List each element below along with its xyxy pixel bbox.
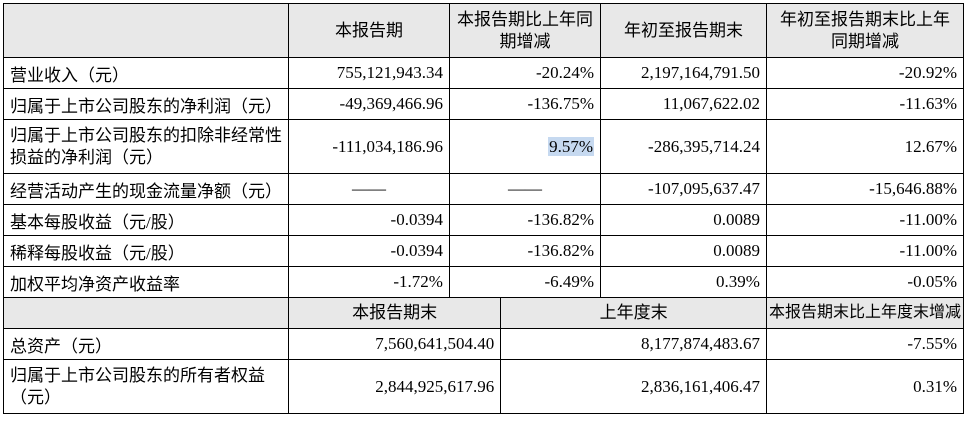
table-row: 总资产（元） 7,560,641,504.40 8,177,874,483.67… — [3, 328, 964, 360]
table-row: 经营活动产生的现金流量净额（元） —— —— -107,095,637.47 -… — [3, 173, 964, 205]
row-label: 基本每股收益（元/股） — [3, 204, 289, 236]
cell-current-yoy: -136.82% — [448, 204, 602, 236]
header-ytd-yoy: 年初至报告期末比上年同期增减 — [765, 3, 964, 58]
table-row: 营业收入（元） 755,121,943.34 -20.24% 2,197,164… — [3, 57, 964, 89]
cell-current: 755,121,943.34 — [288, 57, 450, 89]
table-row: 归属于上市公司股东的净利润（元） -49,369,466.96 -136.75%… — [3, 88, 964, 120]
row-label: 归属于上市公司股东的扣除非经常性损益的净利润（元） — [3, 119, 289, 174]
row-label: 总资产（元） — [3, 328, 289, 360]
table-row: 稀释每股收益（元/股） -0.0394 -136.82% 0.0089 -11.… — [3, 235, 964, 267]
cell-current-yoy: -136.75% — [448, 88, 602, 120]
header-current-period-yoy: 本报告期比上年同期增减 — [448, 3, 602, 58]
row-label: 稀释每股收益（元/股） — [3, 235, 289, 267]
cell-ytd-yoy: 12.67% — [765, 119, 964, 174]
cell-current: -0.0394 — [288, 235, 450, 267]
cell-prior-year-end: 2,836,161,406.47 — [500, 359, 767, 414]
cell-ytd-yoy: -11.00% — [765, 204, 964, 236]
cell-ytd: -286,395,714.24 — [600, 119, 767, 174]
table-row: 基本每股收益（元/股） -0.0394 -136.82% 0.0089 -11.… — [3, 204, 964, 236]
header-period-end: 本报告期末 — [287, 297, 502, 329]
header-prior-year-end: 上年度末 — [500, 297, 767, 329]
cell-ytd: 2,197,164,791.50 — [600, 57, 767, 89]
cell-current-yoy: —— — [448, 173, 602, 205]
cell-current: -0.0394 — [288, 204, 450, 236]
cell-current-yoy: 9.57% — [448, 119, 602, 174]
row-label: 归属于上市公司股东的净利润（元） — [3, 88, 289, 120]
cell-ytd: 11,067,622.02 — [600, 88, 767, 120]
cell-ytd: 0.0089 — [600, 204, 767, 236]
cell-current-yoy: -20.24% — [448, 57, 602, 89]
cell-ytd: -107,095,637.47 — [600, 173, 767, 205]
header-current-period: 本报告期 — [288, 3, 450, 58]
cell-prior-year-end: 8,177,874,483.67 — [500, 328, 767, 360]
cell-ytd: 0.0089 — [600, 235, 767, 267]
cell-ytd-yoy: -11.00% — [765, 235, 964, 267]
cell-current: —— — [288, 173, 450, 205]
row-label: 营业收入（元） — [3, 57, 289, 89]
financial-data-table: 本报告期 本报告期比上年同期增减 年初至报告期末 年初至报告期末比上年同期增减 … — [3, 3, 964, 414]
header-blank-cell — [3, 297, 289, 329]
cell-current: -111,034,186.96 — [288, 119, 450, 174]
header-row-2: 本报告期末 上年度末 本报告期末比上年度末增减 — [3, 297, 964, 329]
cell-ytd-yoy: -20.92% — [765, 57, 964, 89]
cell-current: -1.72% — [288, 266, 450, 298]
table-row: 加权平均净资产收益率 -1.72% -6.49% 0.39% -0.05% — [3, 266, 964, 298]
cell-current-yoy: -136.82% — [448, 235, 602, 267]
row-label: 加权平均净资产收益率 — [3, 266, 289, 298]
row-label: 经营活动产生的现金流量净额（元） — [3, 173, 289, 205]
table-row: 归属于上市公司股东的扣除非经常性损益的净利润（元） -111,034,186.9… — [3, 119, 964, 174]
cell-current-yoy: -6.49% — [448, 266, 602, 298]
cell-period-end: 7,560,641,504.40 — [287, 328, 502, 360]
cell-ytd-yoy: -15,646.88% — [765, 173, 964, 205]
header-blank-cell — [3, 3, 289, 58]
header-row-1: 本报告期 本报告期比上年同期增减 年初至报告期末 年初至报告期末比上年同期增减 — [3, 3, 964, 58]
cell-current: -49,369,466.96 — [288, 88, 450, 120]
highlighted-value: 9.57% — [548, 136, 595, 156]
cell-ytd-yoy: -11.63% — [765, 88, 964, 120]
row-label: 归属于上市公司股东的所有者权益（元） — [3, 359, 289, 414]
table-row: 归属于上市公司股东的所有者权益（元） 2,844,925,617.96 2,83… — [3, 359, 964, 414]
header-period-end-change: 本报告期末比上年度末增减 — [765, 297, 964, 329]
cell-ytd-yoy: -0.05% — [765, 266, 964, 298]
cell-period-end: 2,844,925,617.96 — [287, 359, 502, 414]
header-ytd: 年初至报告期末 — [600, 3, 767, 58]
cell-ytd: 0.39% — [600, 266, 767, 298]
cell-change: 0.31% — [765, 359, 964, 414]
cell-change: -7.55% — [765, 328, 964, 360]
